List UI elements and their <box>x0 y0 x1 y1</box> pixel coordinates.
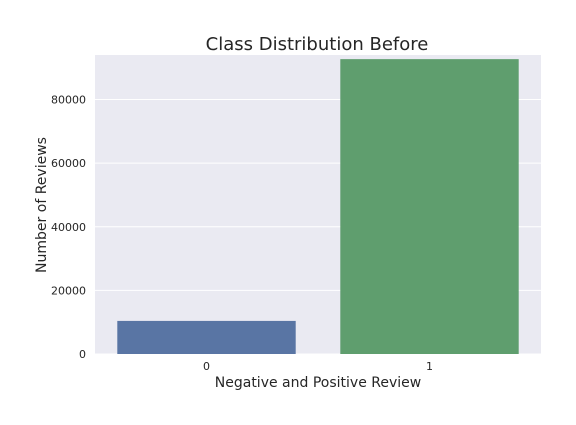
x-tick-label: 1 <box>426 360 433 373</box>
x-axis-label: Negative and Positive Review <box>215 375 421 391</box>
y-axis-ticks: 0 20000 40000 60000 80000 <box>51 94 86 361</box>
y-tick-label: 20000 <box>51 284 86 297</box>
bars <box>117 59 519 355</box>
bar-1 <box>340 59 519 355</box>
y-tick-label: 40000 <box>51 221 86 234</box>
y-tick-label: 60000 <box>51 157 86 170</box>
y-tick-label: 80000 <box>51 94 86 107</box>
x-tick-label: 0 <box>203 360 210 373</box>
y-axis-label: Number of Reviews <box>34 137 50 273</box>
y-tick-label: 0 <box>79 348 86 361</box>
chart-title: Class Distribution Before <box>206 34 429 55</box>
bar-0 <box>117 320 296 354</box>
